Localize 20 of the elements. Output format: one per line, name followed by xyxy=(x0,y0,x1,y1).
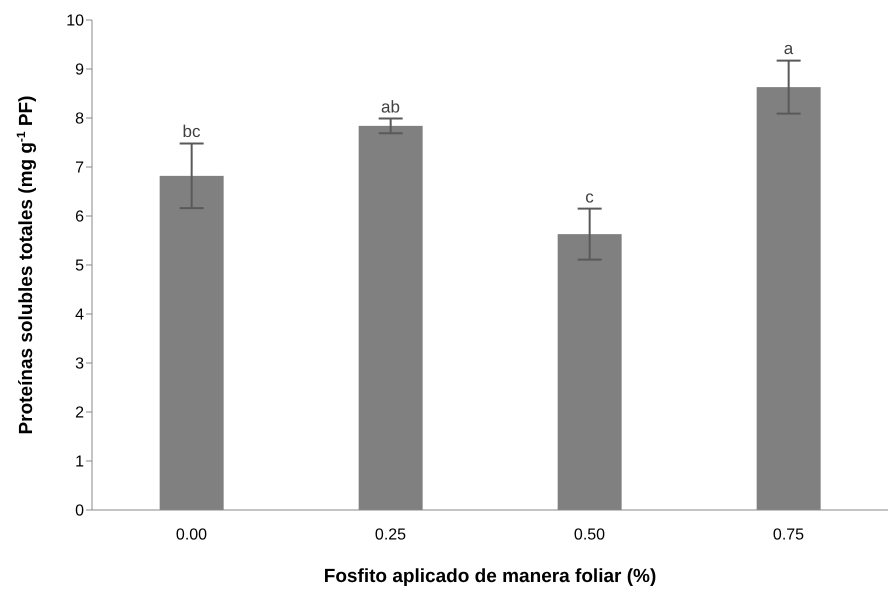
y-tick-label: 9 xyxy=(75,62,84,79)
y-tick-label: 10 xyxy=(66,12,84,30)
y-tick-label: 5 xyxy=(75,258,84,275)
y-tick-label: 8 xyxy=(75,110,84,128)
y-tick-label: 4 xyxy=(75,306,84,324)
y-tick-label: 2 xyxy=(75,404,84,422)
annotation: ab xyxy=(381,97,400,116)
y-tick-label: 0 xyxy=(75,502,84,520)
x-axis-title: Fosfito aplicado de manera foliar (%) xyxy=(324,566,656,587)
annotation: c xyxy=(585,188,594,207)
x-tick-label: 0.50 xyxy=(574,526,606,544)
x-tick-label: 0.75 xyxy=(772,526,804,544)
x-tick-label: 0.25 xyxy=(374,526,406,544)
y-tick-label: 7 xyxy=(75,160,84,177)
annotation: a xyxy=(784,39,794,58)
x-tick-label: 0.00 xyxy=(176,526,208,544)
y-tick-label: 1 xyxy=(75,454,84,471)
annotation: bc xyxy=(182,122,201,141)
y-tick-label: 6 xyxy=(75,208,84,226)
y-tick-label: 3 xyxy=(75,356,84,373)
